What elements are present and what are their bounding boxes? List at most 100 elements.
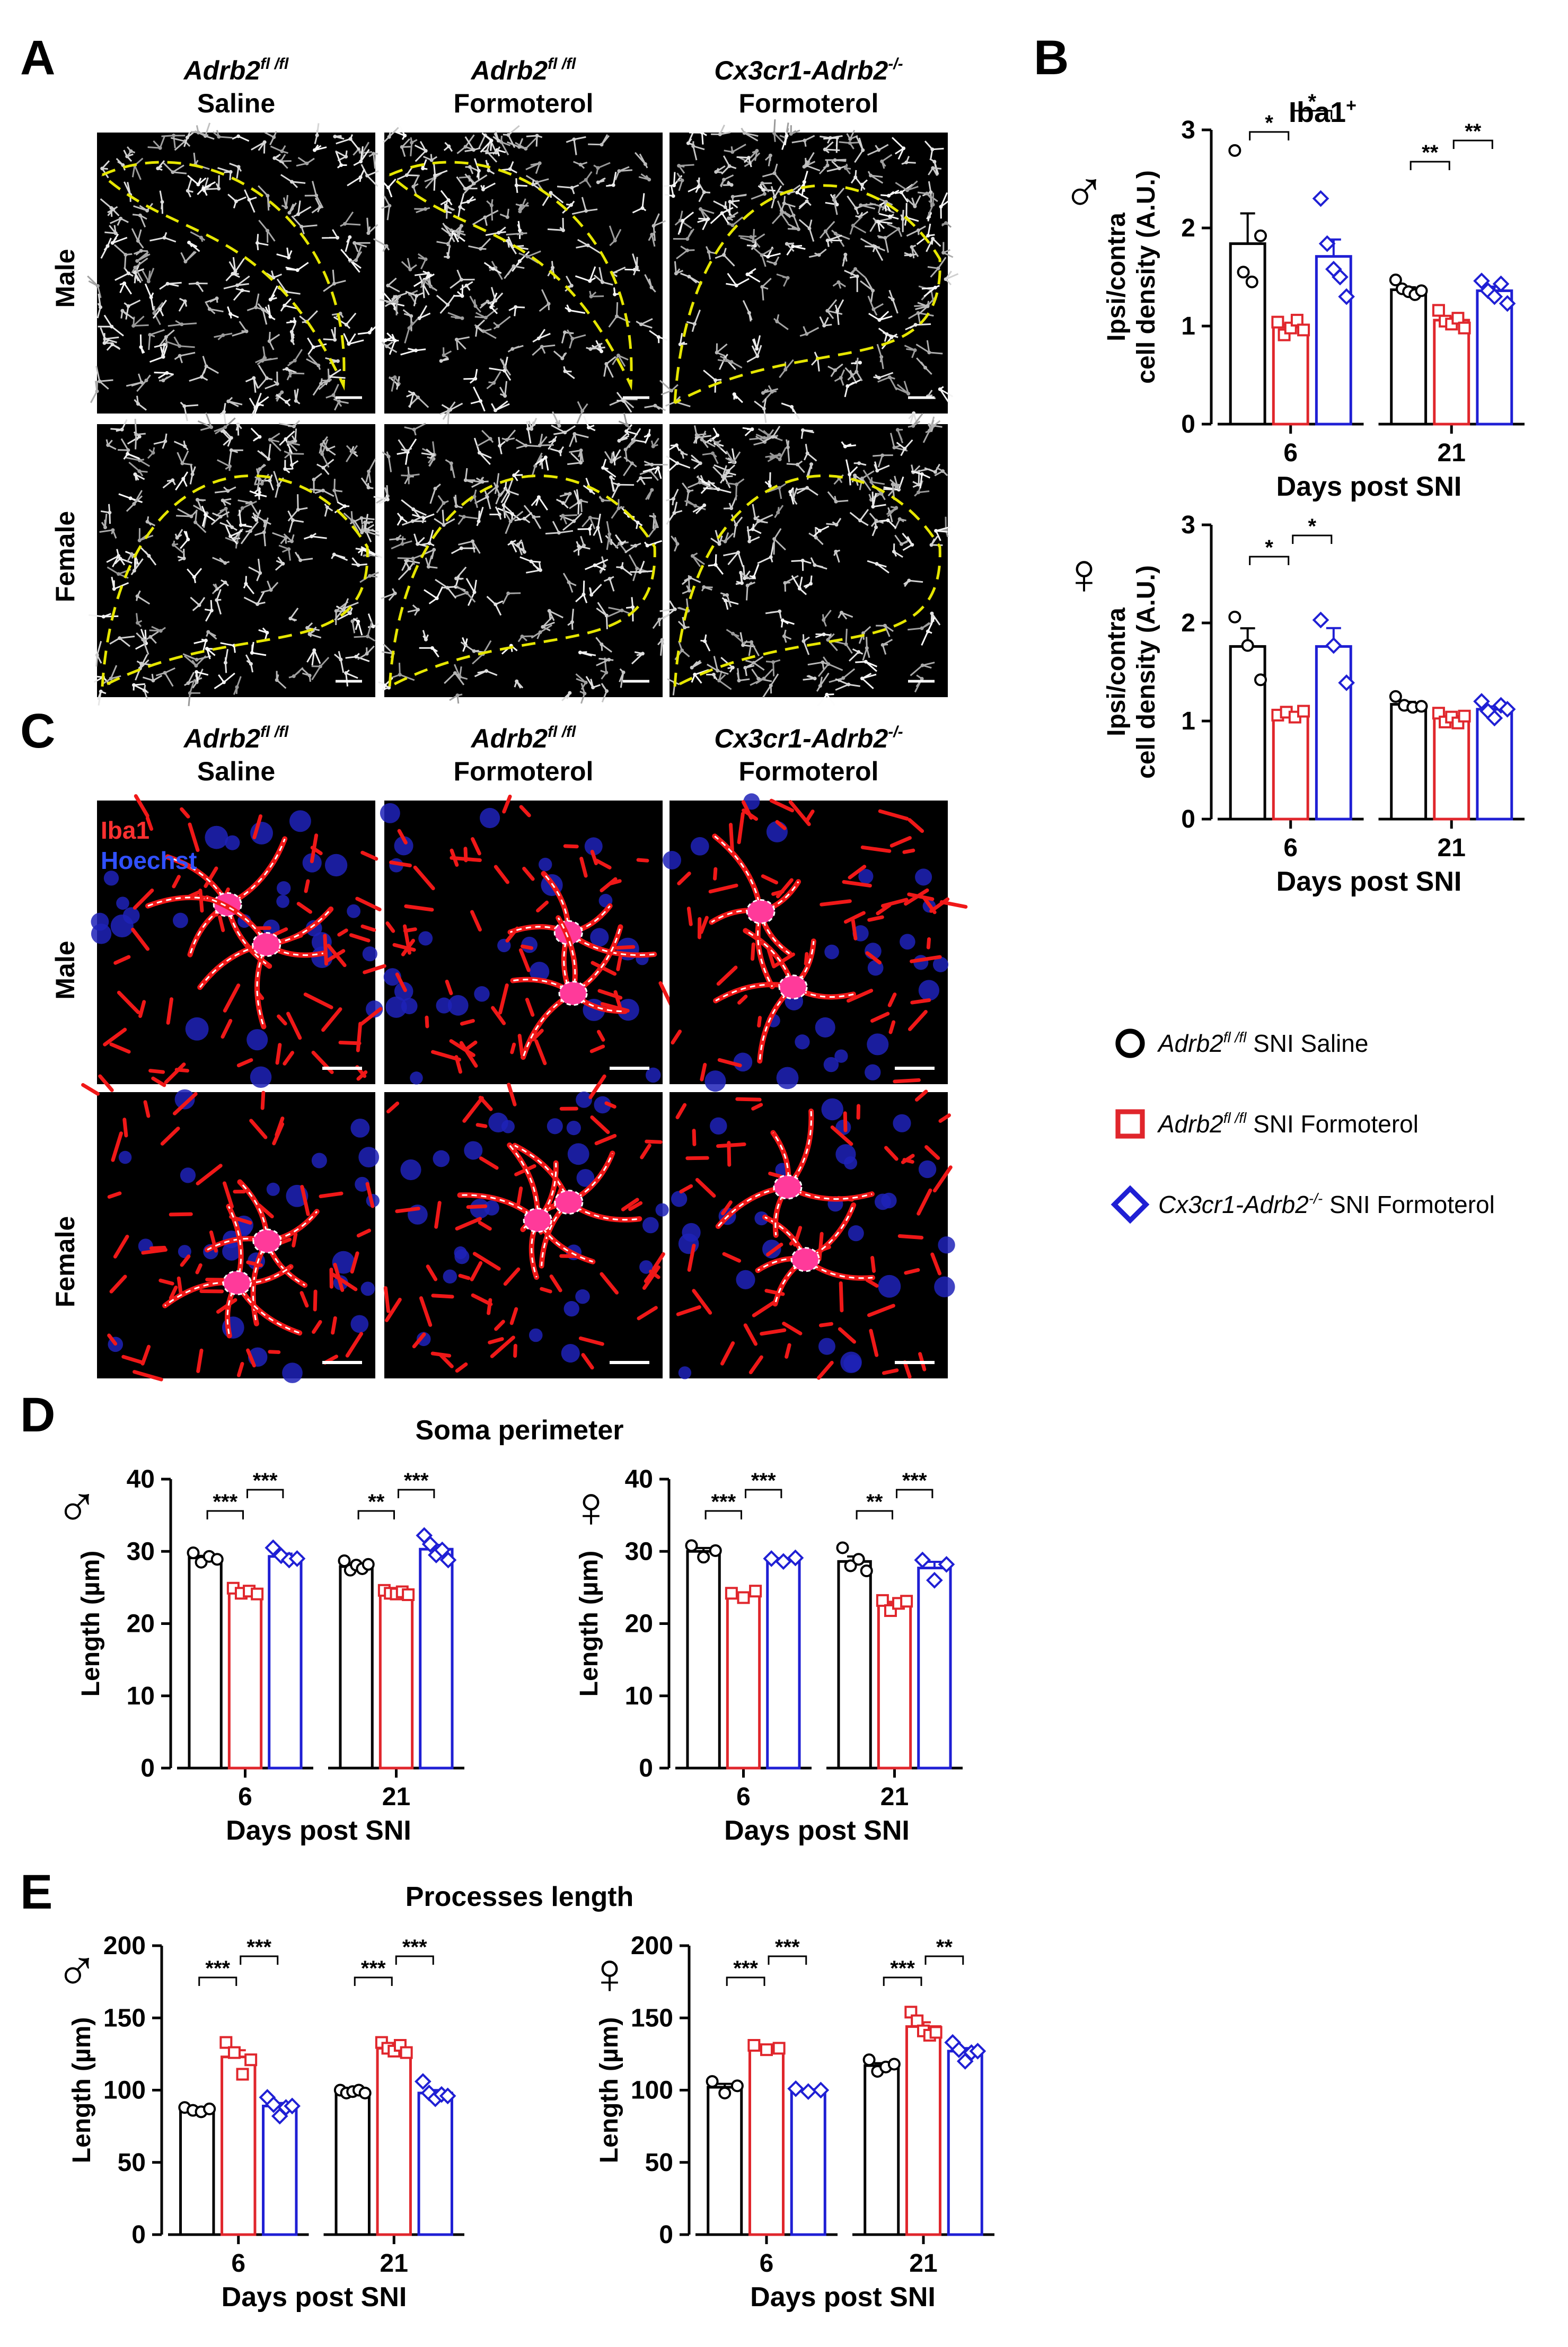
nucleus [433, 1150, 450, 1167]
microglia-soma [136, 239, 140, 243]
microglia-soma [126, 271, 130, 276]
microglia-soma [755, 148, 759, 153]
y-tick-label: 20 [127, 1610, 155, 1638]
microglia-soma [148, 332, 152, 337]
iba1-process [717, 1058, 742, 1068]
microglia-soma [101, 614, 105, 619]
nucleus [743, 793, 760, 810]
iba1-process [741, 800, 753, 820]
microglia-soma [723, 539, 727, 543]
data-point [434, 1541, 451, 1559]
microglia-soma [371, 625, 375, 629]
microglia-soma [560, 356, 565, 361]
microglia-soma [813, 676, 817, 681]
microglia-soma [466, 200, 470, 204]
microglia-soma [265, 376, 269, 380]
data-point [926, 1571, 943, 1589]
data-point [251, 1587, 264, 1601]
iba1-process [223, 983, 241, 1013]
microglia-soma [446, 242, 450, 246]
microglia-soma [718, 132, 722, 136]
microglia-soma [588, 515, 592, 520]
microglia-soma [755, 347, 759, 351]
microglia-soma [124, 253, 128, 257]
microglia-cell [163, 162, 187, 174]
microglia-soma [920, 676, 924, 681]
microglia-soma [572, 137, 576, 142]
iba1-process [579, 856, 588, 878]
microglia-soma [731, 631, 735, 636]
nucleus [366, 1000, 383, 1018]
microglia-soma [454, 504, 459, 508]
microglia-soma [411, 184, 416, 189]
microglia-soma [339, 657, 343, 662]
nucleus [225, 835, 240, 850]
data-point [1415, 284, 1428, 297]
microglia-soma [126, 452, 130, 456]
microglia-soma [171, 543, 175, 547]
microglia-soma [102, 341, 107, 345]
microglia-soma [805, 486, 809, 490]
soma-trace [790, 1247, 820, 1272]
microglia-soma [739, 581, 744, 585]
iba1-process [166, 997, 174, 1025]
microglia-soma [320, 443, 324, 447]
microglia-soma [822, 323, 826, 328]
process-trace [267, 1211, 318, 1242]
iba1-process [769, 798, 795, 813]
microglia-soma [180, 322, 184, 327]
x-tick-label: 21 [880, 1783, 909, 1811]
microglia-soma [195, 498, 199, 502]
y-axis-label-line: Length (µm) [68, 2017, 96, 2164]
microglia-soma [649, 285, 654, 289]
microglia-cell [458, 540, 481, 554]
panel_c-col-genotype-0: Adrb2fl /fl [183, 723, 289, 753]
microglia-soma [342, 504, 347, 508]
microglia-soma [489, 203, 494, 207]
microglia-soma [204, 638, 208, 643]
iba1-process [478, 1220, 492, 1231]
data-point [272, 1547, 290, 1564]
microglia-cell [136, 251, 151, 262]
microglia-soma [494, 408, 498, 412]
microglia-soma [360, 530, 364, 534]
significance-bracket [856, 1510, 893, 1519]
microglia-soma [557, 531, 561, 535]
significance-bracket [357, 1510, 395, 1519]
significance-bracket [240, 1955, 279, 1965]
microglia-soma [883, 236, 887, 240]
microglia-soma [509, 540, 514, 544]
microglia-soma [845, 384, 850, 388]
iba1-process [180, 807, 190, 819]
iba1-process [365, 1182, 375, 1208]
iba1-process [133, 889, 154, 910]
iba1-process [503, 1267, 521, 1286]
nucleus [410, 1071, 423, 1085]
microglia-soma [132, 568, 136, 573]
microglia-soma [433, 173, 437, 178]
y-tick-label: 0 [131, 2221, 146, 2249]
nucleus [932, 956, 948, 972]
microglia-cell [773, 528, 786, 555]
iba1-process [860, 845, 892, 853]
microglia-soma [172, 134, 176, 138]
microglia-soma [503, 365, 507, 370]
iba1-process [312, 1320, 322, 1334]
microglia-soma [891, 297, 895, 302]
microglia-soma [233, 269, 237, 274]
microglia-soma [295, 268, 299, 272]
microglia-soma [939, 205, 943, 209]
microglia-soma [95, 653, 99, 657]
microglia-soma [137, 435, 142, 439]
microglia-soma [492, 381, 496, 385]
microglia-soma [472, 590, 477, 594]
nucleus [878, 1274, 901, 1298]
bar [917, 1567, 952, 1770]
significance-bracket [198, 1976, 237, 1986]
microglia-soma [421, 166, 425, 171]
nucleus [528, 1328, 543, 1342]
microglia-soma [896, 227, 901, 231]
microglia-soma [926, 629, 930, 634]
process-trace [266, 1241, 305, 1286]
microglia-soma [677, 164, 681, 168]
